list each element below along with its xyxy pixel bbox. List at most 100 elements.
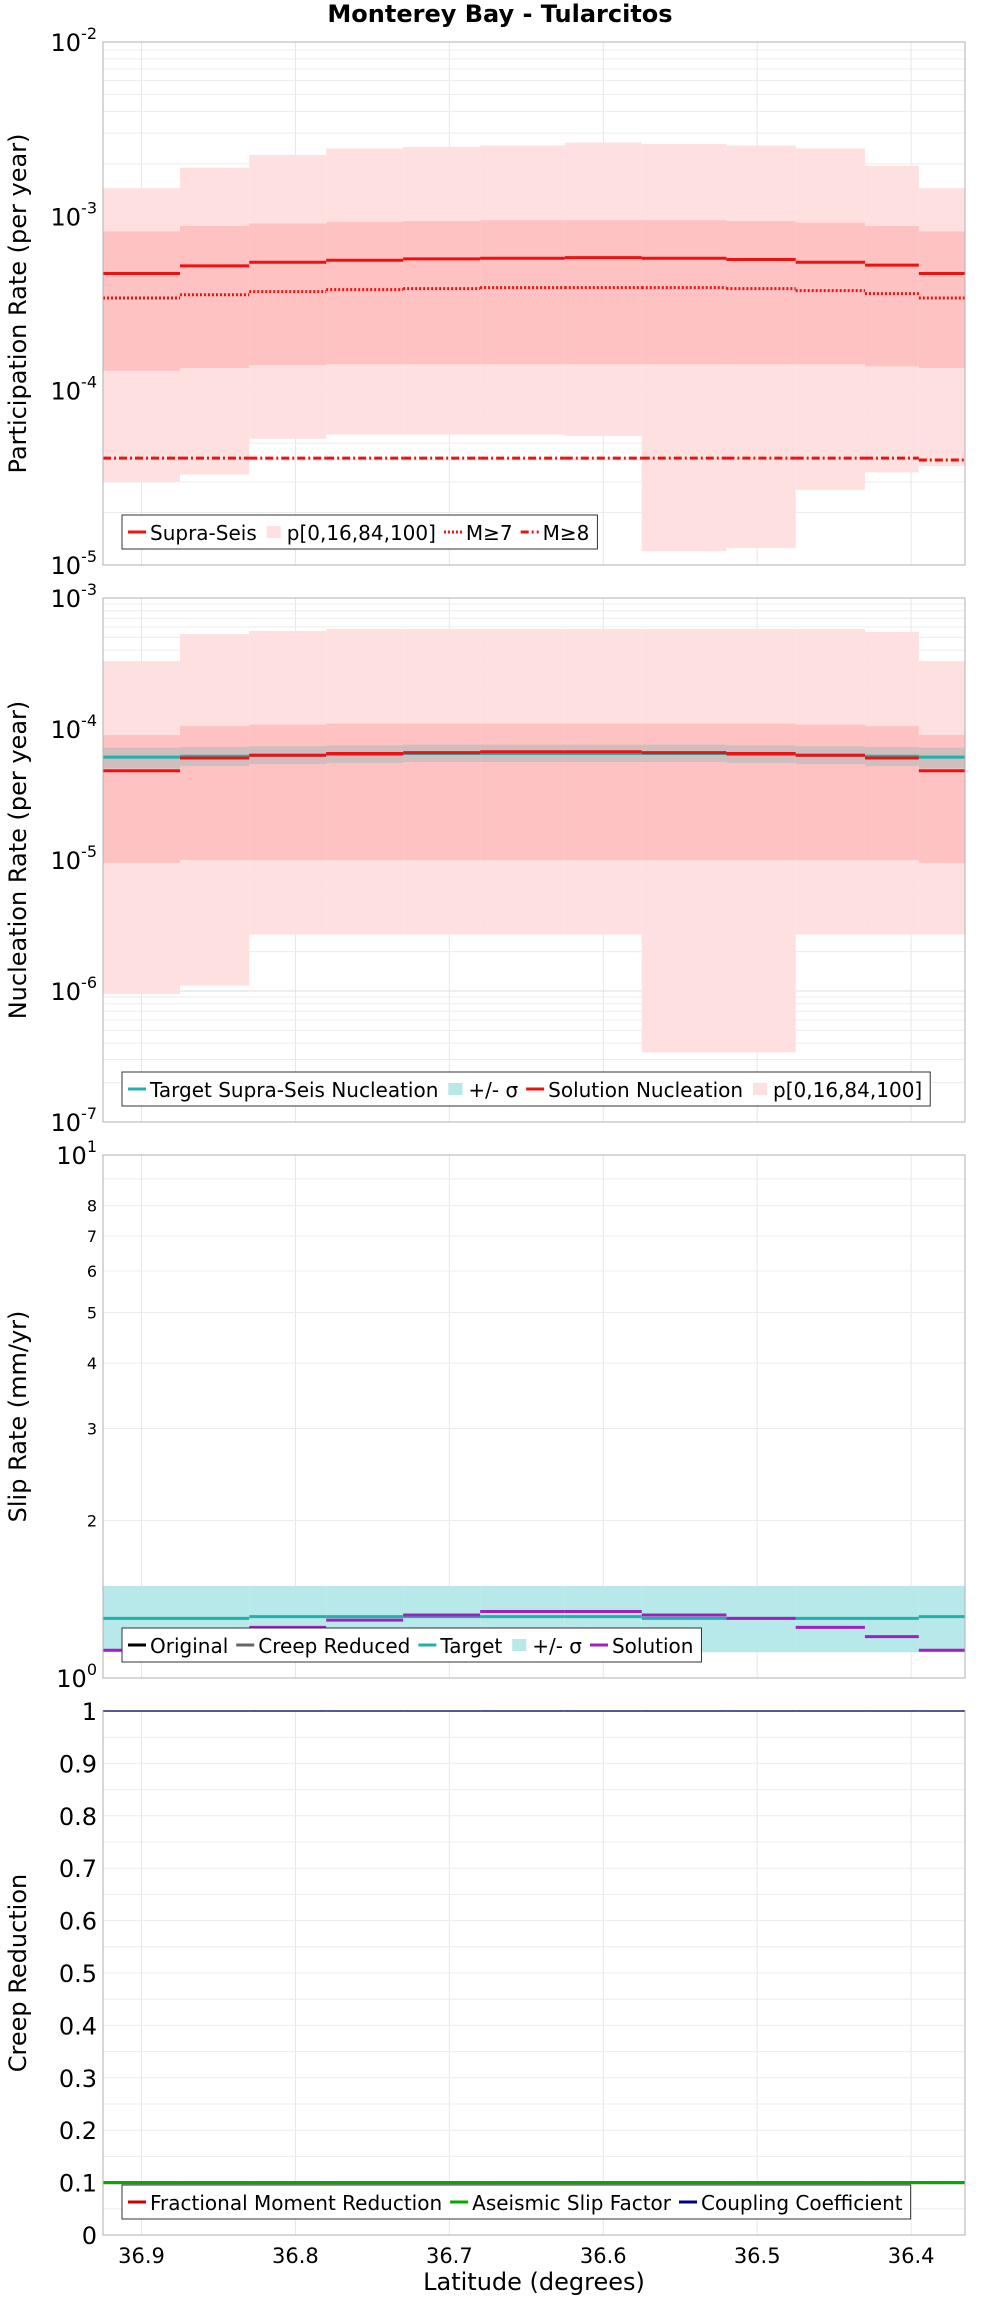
y-tick-label: 1 (82, 1698, 97, 1726)
x-tick-label: 36.4 (888, 2244, 935, 2268)
legend-entry: M≥7 (466, 521, 513, 545)
legend-entry: Fractional Moment Reduction (150, 2191, 442, 2215)
plot-frame (102, 597, 966, 1123)
y-tick-label: 101 (56, 1137, 97, 1170)
legend-entry: p[0,16,84,100] (773, 1078, 922, 1102)
legend-entry: Solution (612, 1634, 693, 1658)
y-tick-label: 0 (82, 2222, 97, 2250)
y-tick-label: 10-5 (51, 842, 98, 875)
legend-swatch (266, 526, 281, 538)
legend-entry: Solution Nucleation (548, 1078, 743, 1102)
legend-swatch (448, 1083, 463, 1095)
legend-entry: +/- σ (468, 1078, 518, 1102)
legend-swatch (753, 1083, 768, 1095)
y-tick-label: 10-3 (51, 580, 98, 613)
x-tick-label: 36.9 (118, 2244, 165, 2268)
legend-box (121, 514, 598, 550)
plot-frame (102, 1710, 966, 2236)
legend: Target Supra-Seis Nucleation +/- σ Solutio… (121, 1071, 931, 1107)
legend-entry: Original (150, 1634, 228, 1658)
series-m-8 (103, 456, 965, 462)
x-tick-label: 36.6 (580, 2244, 627, 2268)
legend: Original Creep Reduced Target +/- σ Solution (121, 1627, 702, 1663)
plot-frame (102, 1154, 966, 1679)
grid (103, 1710, 965, 2236)
y-tick-labels: 10-7 10-6 10-5 10-4 10-3 (51, 580, 98, 1137)
legend-entry: Supra-Seis (150, 521, 257, 545)
y-tick-label: 10-3 (51, 198, 98, 231)
legend-swatch (512, 1639, 527, 1651)
x-axis-label: Latitude (degrees) (423, 2268, 645, 2296)
legend: Supra-Seis p[0,16,84,100] M≥7 M≥8 (121, 514, 598, 550)
legend-entry: Aseismic Slip Factor (472, 2191, 672, 2215)
y-tick-label: 0.3 (59, 2065, 97, 2093)
legend-entry: M≥8 (543, 521, 590, 545)
y-axis-label: Participation Rate (per year) (4, 134, 32, 474)
y-tick-label: 5 (87, 1303, 97, 1322)
y-axis-label: Slip Rate (mm/yr) (4, 1311, 32, 1523)
y-tick-label: 6 (87, 1262, 97, 1281)
band-segment (403, 723, 481, 860)
panels: 10-5 10-4 10-3 10-2 Participation Rate (per … (4, 24, 966, 2268)
chart-panel-2: 10-7 10-6 10-5 10-4 10-3 Nucleation Rate (per… (4, 580, 966, 1137)
series-target (103, 1615, 965, 1620)
chart-panel-1: 10-5 10-4 10-3 10-2 Participation Rate (per … (4, 24, 966, 580)
band-segment (249, 223, 327, 366)
y-tick-labels: 0 0.1 0.2 0.3 0.4 0.5 0.6 0.7 0.8 0.9 1 (59, 1698, 97, 2250)
x-tick-label: 36.7 (426, 2244, 473, 2268)
y-tick-label: 10-4 (51, 373, 98, 406)
y-tick-label: 0.1 (59, 2170, 97, 2198)
legend-entry: p[0,16,84,100] (287, 521, 436, 545)
y-tick-label: 10-6 (51, 973, 98, 1006)
band-segment (864, 726, 919, 860)
y-tick-label: 10-4 (51, 711, 98, 744)
legend-entry: +/- σ (532, 1634, 582, 1658)
legend: Fractional Moment Reduction Aseismic Slip… (121, 2184, 912, 2220)
y-tick-label: 0.8 (59, 1803, 97, 1831)
series-supra-seis (103, 256, 965, 275)
band-segment (864, 226, 919, 367)
y-tick-label: 0.5 (59, 1960, 97, 1988)
band-segment (795, 724, 865, 860)
chart-panel-3: 100 2 3 4 5 6 7 8 101 Slip Rate (mm/yr) Original Cr… (4, 1137, 966, 1693)
y-tick-label: 0.2 (59, 2117, 97, 2145)
legend-box (121, 2184, 912, 2220)
band-segment (179, 726, 250, 860)
x-tick-label: 36.8 (272, 2244, 319, 2268)
band-segment (726, 723, 796, 860)
x-tick-label: 36.5 (734, 2244, 781, 2268)
band-segment (918, 231, 965, 368)
y-tick-label: 7 (87, 1227, 97, 1246)
chart-panel-4: 0 0.1 0.2 0.3 0.4 0.5 0.6 0.7 0.8 0.9 1 Creep Reduc… (4, 1698, 966, 2268)
y-tick-label: 0.4 (59, 2012, 97, 2040)
band-segment (918, 1585, 965, 1653)
y-tick-labels: 10-5 10-4 10-3 10-2 (51, 24, 98, 580)
y-tick-label: 10-7 (51, 1104, 98, 1137)
band-segment (564, 723, 642, 860)
band-segment (564, 220, 642, 365)
legend-entry: Target Supra-Seis Nucleation (149, 1078, 438, 1102)
y-tick-label: 2 (87, 1512, 97, 1531)
series-m-7 (103, 286, 965, 300)
band-segment (103, 231, 180, 371)
legend-entry: Target (439, 1634, 502, 1658)
legend-entry: Coupling Coefficient (701, 2191, 903, 2215)
band-segment (480, 723, 565, 860)
band-segment (326, 221, 404, 365)
y-tick-label: 100 (56, 1660, 97, 1693)
y-tick-label: 10-5 (51, 547, 98, 580)
band-segment (726, 221, 796, 365)
band-segment (795, 222, 865, 365)
band-segment (480, 220, 565, 365)
band-segment (179, 226, 250, 368)
band-p-16-84- (103, 723, 965, 863)
plot-frame (102, 41, 966, 566)
band-segment (641, 220, 727, 365)
series-solution-nucleation (103, 750, 965, 773)
y-tick-label: 8 (87, 1197, 97, 1216)
y-tick-label: 4 (87, 1354, 97, 1373)
y-axis-label: Nucleation Rate (per year) (4, 701, 32, 1020)
figure-title: Monterey Bay - Tularcitos (327, 0, 672, 28)
y-tick-label: 0.6 (59, 1908, 97, 1936)
